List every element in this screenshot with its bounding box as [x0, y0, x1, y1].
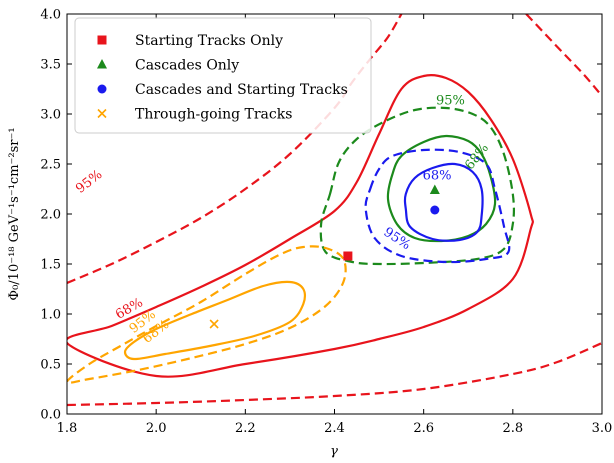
- cascades-legend-marker: [97, 59, 107, 69]
- x-tick-label: 3.0: [592, 421, 613, 436]
- x-tick-label: 2.0: [146, 421, 167, 436]
- cascades-68-contour: [386, 134, 497, 243]
- starting-tracks-95-contour-lower: [67, 341, 602, 407]
- x-tick-label: 1.8: [57, 421, 78, 436]
- best-fit-layer: [209, 184, 440, 329]
- y-tick-label: 3.0: [40, 108, 61, 123]
- combined-best-fit-marker: [430, 205, 440, 215]
- combined-contour-label-68: 68%: [423, 169, 452, 184]
- through-going-best-fit-marker: [209, 319, 219, 329]
- starting-tracks-best-fit-marker: [343, 251, 353, 261]
- x-tick-label: 2.8: [502, 421, 523, 436]
- starting-tracks-contour-label-95: 95%: [73, 167, 105, 197]
- cascades-legend-label: Cascades Only: [135, 58, 239, 74]
- x-axis-label: γ: [330, 444, 338, 459]
- through-going-legend-label: Through-going Tracks: [135, 107, 292, 123]
- legend-box: [74, 17, 372, 134]
- cascades-best-fit-marker: [429, 184, 440, 194]
- through-going-68-contour: [123, 280, 307, 361]
- combined-legend-marker: [97, 84, 107, 94]
- cascades-contour-label-95: 95%: [436, 94, 465, 109]
- y-tick-label: 0.5: [40, 358, 61, 373]
- axis-ticks: 1.8 2.0 2.2 2.4 2.6 2.8 3.0 0.0 0.5 1.0 1.5 2.0 2.5 3…: [40, 8, 612, 437]
- starting-tracks-legend-marker: [97, 35, 107, 45]
- y-tick-label: 1.0: [40, 308, 61, 323]
- y-tick-label: 3.5: [40, 58, 61, 73]
- combined-95-contour: [364, 148, 511, 264]
- y-tick-label: 1.5: [40, 258, 61, 273]
- y-tick-label: 0.0: [40, 408, 61, 423]
- x-tick-label: 2.6: [413, 421, 434, 436]
- starting-tracks-68-contour: [67, 74, 534, 378]
- y-tick-label: 2.5: [40, 158, 61, 173]
- x-tick-label: 2.4: [324, 421, 345, 436]
- through-going-legend-marker: [97, 108, 107, 119]
- y-tick-label: 4.0: [40, 8, 61, 23]
- combined-68-contour: [403, 162, 484, 242]
- x-tick-label: 2.2: [235, 421, 256, 436]
- y-tick-label: 2.0: [40, 208, 61, 223]
- legend: Starting Tracks Only Cascades Only Cascade…: [74, 17, 372, 134]
- combined-legend-label: Cascades and Starting Tracks: [135, 82, 348, 98]
- starting-tracks-95-contour-upper: [67, 14, 403, 285]
- contour-layer: [67, 14, 602, 407]
- through-going-95-contour: [67, 245, 347, 384]
- y-axis-label: Φ₀/10⁻¹⁸ GeV⁻¹s⁻¹cm⁻²sr⁻¹: [7, 127, 22, 300]
- cascades-95-contour: [319, 106, 516, 266]
- starting-tracks-95-contour-right: [525, 14, 602, 97]
- starting-tracks-legend-label: Starting Tracks Only: [135, 33, 283, 49]
